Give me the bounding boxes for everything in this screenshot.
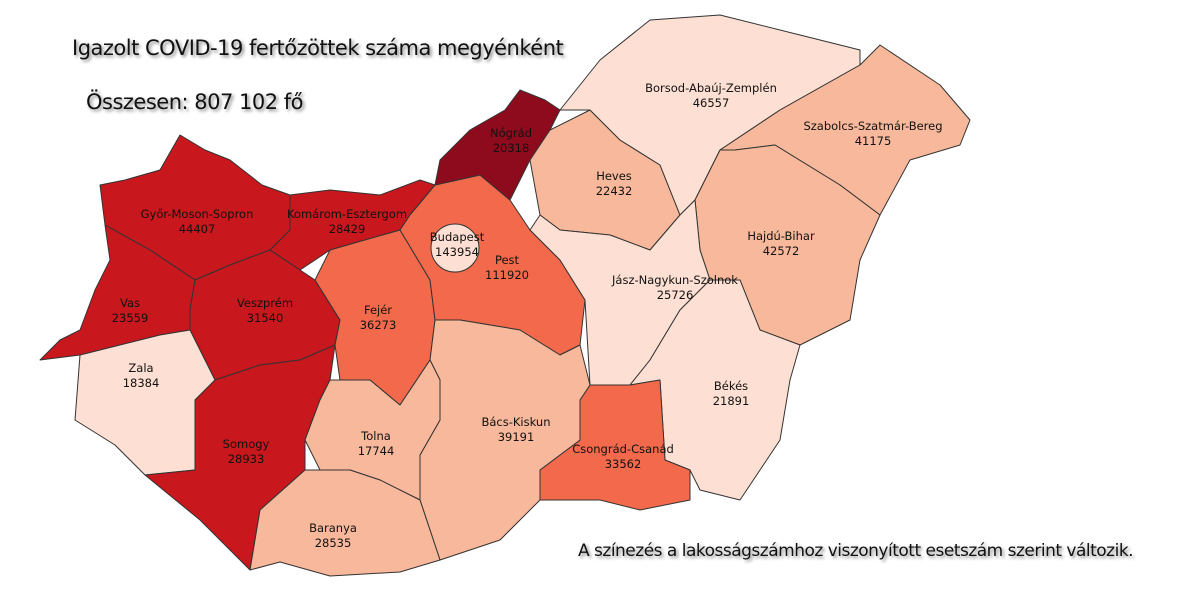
county-label-veszprem: Veszprém 31540	[237, 296, 293, 326]
county-case-count: 46557	[692, 96, 730, 110]
county-name: Budapest	[429, 230, 485, 244]
county-name: Zala	[128, 361, 154, 375]
county-case-count: 22432	[595, 184, 633, 198]
county-name: Veszprém	[236, 296, 294, 310]
county-case-count: 33562	[604, 457, 642, 471]
county-name: Baranya	[309, 521, 357, 535]
county-name: Bács-Kiskun	[481, 415, 551, 429]
county-bekes	[629, 279, 801, 501]
county-case-count: 111920	[485, 268, 529, 282]
county-name: Nógrád	[489, 126, 533, 140]
county-name: Hajdú-Bihar	[747, 229, 815, 243]
county-label-tolna: Tolna 17744	[358, 429, 395, 459]
county-label-heves: Heves 22432	[596, 169, 633, 199]
county-name: Pest	[494, 253, 520, 267]
county-case-count: 23559	[111, 311, 149, 325]
county-name: Fejér	[363, 303, 393, 317]
county-name: Jász-Nagykun-Szolnok	[612, 273, 738, 287]
county-name: Csongrád-Csanád	[572, 442, 674, 456]
county-label-baranya: Baranya 28535	[309, 521, 357, 551]
county-case-count: 44407	[178, 222, 216, 236]
county-label-pest: Pest 111920	[485, 253, 529, 283]
county-label-budapest: Budapest 143954	[430, 230, 484, 260]
county-name: Szabolcs-Szatmár-Bereg	[803, 119, 943, 133]
map-title: Igazolt COVID-19 fertőzöttek száma megyé…	[72, 36, 564, 60]
county-label-bekes: Békés 21891	[713, 379, 750, 409]
county-name: Somogy	[222, 437, 270, 451]
county-case-count: 20318	[492, 141, 530, 155]
county-label-zala: Zala 18384	[123, 361, 160, 391]
county-case-count: 25726	[656, 288, 694, 302]
county-label-hajdu-bihar: Hajdú-Bihar 42572	[747, 229, 814, 259]
county-label-borsod-abauj-zemplen: Borsod-Abaúj-Zemplén 46557	[645, 81, 777, 111]
county-budapest	[430, 223, 480, 273]
county-case-count: 36273	[359, 318, 397, 332]
county-label-fejer: Fejér 36273	[360, 303, 397, 333]
total-cases: Összesen: 807 102 fő	[86, 90, 304, 114]
county-zala	[74, 329, 216, 476]
county-label-nograd: Nógrád 20318	[490, 126, 532, 156]
county-baranya	[249, 469, 441, 577]
county-case-count: 39191	[497, 430, 535, 444]
county-name: Győr-Moson-Sopron	[140, 207, 254, 221]
county-case-count: 28933	[227, 452, 265, 466]
county-case-count: 143954	[435, 245, 479, 259]
county-label-jasz-nagykun-szolnok: Jász-Nagykun-Szolnok 25726	[612, 273, 738, 303]
county-label-csongrad-csanad: Csongrád-Csanád 33562	[572, 442, 674, 472]
county-nograd	[434, 89, 561, 201]
county-label-szabolcs-szatmar-bereg: Szabolcs-Szatmár-Bereg 41175	[803, 119, 942, 149]
county-name: Borsod-Abaúj-Zemplén	[645, 81, 777, 95]
county-label-gyor-moson-sopron: Győr-Moson-Sopron 44407	[141, 207, 254, 237]
county-label-bacs-kiskun: Bács-Kiskun 39191	[481, 415, 550, 445]
county-case-count: 21891	[712, 394, 750, 408]
county-case-count: 28535	[314, 536, 352, 550]
county-case-count: 41175	[854, 134, 892, 148]
county-label-somogy: Somogy 28933	[223, 437, 270, 467]
county-name: Tolna	[361, 429, 391, 443]
county-case-count: 42572	[762, 244, 800, 258]
county-name: Vas	[119, 296, 140, 310]
county-name: Komárom-Esztergom	[286, 207, 408, 221]
county-case-count: 18384	[122, 376, 160, 390]
county-case-count: 17744	[357, 444, 395, 458]
coloring-note: A színezés a lakosságszámhoz viszonyítot…	[578, 541, 1134, 561]
county-label-vas: Vas 23559	[112, 296, 149, 326]
county-name: Heves	[596, 169, 632, 183]
county-case-count: 28429	[328, 222, 366, 236]
county-name: Békés	[713, 379, 749, 393]
county-label-komarom-esztergom: Komárom-Esztergom 28429	[287, 207, 407, 237]
county-case-count: 31540	[246, 311, 284, 325]
